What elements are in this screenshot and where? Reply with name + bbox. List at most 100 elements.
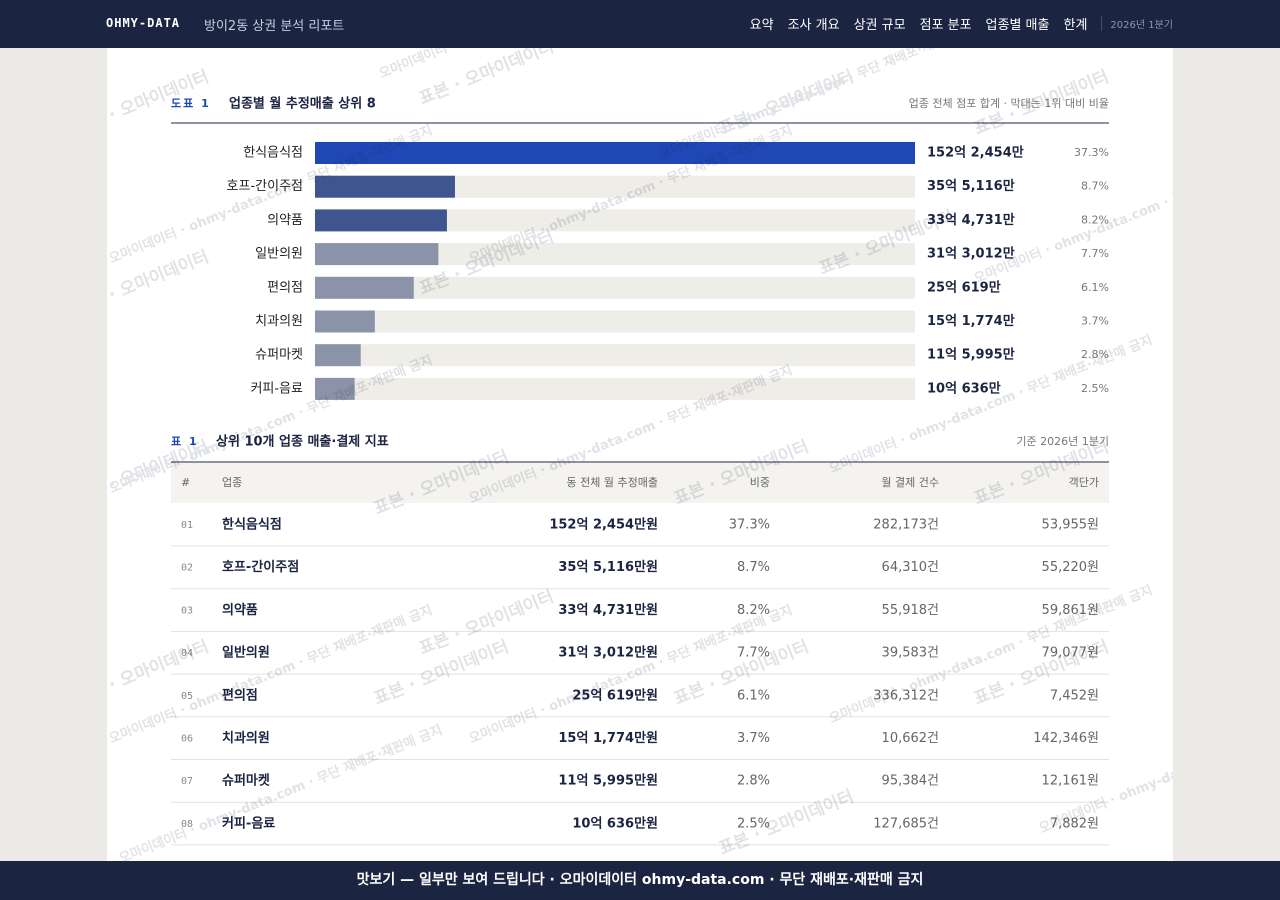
bar-track bbox=[315, 243, 915, 266]
table-cell: 의약품 bbox=[222, 602, 258, 618]
table-cell: 2.5% bbox=[737, 816, 770, 831]
nav-item[interactable]: 업종별 매출 bbox=[985, 18, 1050, 33]
bar-track bbox=[315, 209, 915, 232]
table-cell: 282,173건 bbox=[873, 518, 939, 533]
bar bbox=[315, 276, 414, 299]
bar-category: 일반의원 bbox=[255, 247, 303, 262]
table-cell: 39,583건 bbox=[882, 646, 939, 661]
column-header: 비중 bbox=[750, 476, 770, 489]
report-card: 도표 1 업종별 월 추정매출 상위 8 업종 전체 점포 합계 · 막대는 1위 … bbox=[107, 48, 1173, 861]
bar bbox=[315, 175, 455, 198]
table-cell: 01 bbox=[181, 520, 193, 531]
table-cell: 08 bbox=[181, 819, 193, 830]
table-cell: 152억 2,454만원 bbox=[549, 517, 658, 533]
column-header: 동 전체 월 추정매출 bbox=[567, 476, 658, 489]
bar-share: 8.7% bbox=[1081, 180, 1109, 193]
table-cell: 6.1% bbox=[737, 688, 770, 703]
bar-value-label: 15억 1,774만 bbox=[927, 313, 1015, 329]
brand[interactable]: OHMY-DATA bbox=[106, 16, 181, 30]
table-cell: 호프-간이주점 bbox=[222, 559, 299, 575]
chart-label: 도표 1 bbox=[171, 97, 211, 110]
table-cell: 04 bbox=[181, 648, 193, 659]
table-cell: 일반의원 bbox=[222, 645, 270, 661]
column-header: # bbox=[181, 476, 190, 489]
bar-share: 37.3% bbox=[1074, 146, 1109, 159]
watermark: 표본 · 오마이데이터 bbox=[716, 67, 856, 139]
bar bbox=[315, 344, 361, 367]
table-cell: 05 bbox=[181, 691, 193, 702]
report-title: 방이2동 상권 분석 리포트 bbox=[204, 19, 345, 34]
table-label: 표 1 bbox=[171, 435, 199, 448]
table-cell: 7,452원 bbox=[1050, 688, 1099, 703]
top-bar: OHMY-DATA 방이2동 상권 분석 리포트 요약 조사 개요 상권 규모 점포 … bbox=[0, 0, 1280, 48]
footer: 맛보기 — 일부만 보여 드립니다 · 오마이데이터 ohmy-data.com… bbox=[0, 861, 1280, 900]
bar-share: 2.8% bbox=[1081, 348, 1109, 361]
bar bbox=[315, 142, 915, 164]
bar-category: 슈퍼마켓 bbox=[255, 348, 303, 363]
table-cell: 35억 5,116만원 bbox=[558, 559, 658, 575]
bar-category: 호프-간이주점 bbox=[227, 179, 303, 194]
bar bbox=[315, 209, 447, 232]
table-cell: 31억 3,012만원 bbox=[558, 645, 658, 661]
table-cell: 53,955원 bbox=[1042, 518, 1099, 533]
bar-track bbox=[315, 310, 915, 333]
watermark: 오마이데이터 · ohmy-data.com · 무단 재배포·재판매 금지 bbox=[1037, 692, 1173, 837]
table-header-bg bbox=[171, 463, 1109, 503]
bar-value-label: 33억 4,731만 bbox=[927, 212, 1015, 228]
watermark: 표본 · 오마이데이터 bbox=[371, 637, 511, 709]
bar-track bbox=[315, 344, 915, 367]
table-cell: 10억 636만원 bbox=[572, 815, 658, 831]
table-cell: 7,882원 bbox=[1050, 816, 1099, 831]
table-cell: 3.7% bbox=[737, 731, 770, 746]
bar-category: 치과의원 bbox=[255, 314, 303, 329]
nav-item[interactable]: 조사 개요 bbox=[787, 18, 840, 33]
nav-item[interactable]: 한계 bbox=[1063, 18, 1088, 33]
column-header: 객단가 bbox=[1069, 476, 1099, 489]
table-cell: 8.7% bbox=[737, 560, 770, 575]
table-cell: 33억 4,731만원 bbox=[558, 602, 658, 618]
table-cell: 15억 1,774만원 bbox=[558, 730, 658, 746]
table-cell: 편의점 bbox=[222, 687, 258, 703]
column-header: 업종 bbox=[222, 476, 242, 489]
bar-value-label: 35억 5,116만 bbox=[927, 178, 1015, 194]
nav: 요약 조사 개요 상권 규모 점포 분포 업종별 매출 한계 2026년 1분기 bbox=[750, 14, 1173, 33]
bar-share: 3.7% bbox=[1081, 315, 1109, 328]
bar-category: 편의점 bbox=[267, 280, 303, 295]
table-note: 기준 2026년 1분기 bbox=[1016, 435, 1109, 448]
bar-share: 8.2% bbox=[1081, 213, 1109, 226]
nav-item[interactable]: 상권 규모 bbox=[853, 18, 906, 33]
table-cell: 슈퍼마켓 bbox=[222, 773, 270, 789]
table-cell: 8.2% bbox=[737, 603, 770, 618]
bar-category: 커피-음료 bbox=[250, 381, 303, 396]
nav-item[interactable]: 요약 bbox=[749, 18, 774, 33]
table-cell: 커피-음료 bbox=[222, 815, 275, 831]
chart-title: 업종별 월 추정매출 상위 8 bbox=[229, 96, 376, 112]
table-cell: 25억 619만원 bbox=[572, 687, 658, 703]
table-cell: 02 bbox=[181, 563, 193, 574]
bar-value-label: 31억 3,012만 bbox=[927, 246, 1015, 262]
watermark: 오마이데이터 · ohmy-data.com · 무단 재배포·재판매 금지 bbox=[827, 582, 1155, 727]
table-cell: 95,384건 bbox=[882, 774, 939, 789]
bar-value-label: 10억 636만 bbox=[927, 380, 1001, 396]
watermark: 표본 · 오마이데이터 bbox=[107, 637, 212, 709]
nav-item[interactable]: 점포 분포 bbox=[919, 18, 972, 33]
column-header: 월 결제 건수 bbox=[881, 476, 939, 489]
table-cell: 55,220원 bbox=[1042, 560, 1099, 575]
table-cell: 06 bbox=[181, 734, 193, 745]
table-cell: 142,346원 bbox=[1033, 731, 1099, 746]
bar bbox=[315, 310, 375, 333]
chart-note: 업종 전체 점포 합계 · 막대는 1위 대비 비율 bbox=[909, 97, 1109, 110]
bar-value-label: 152억 2,454만 bbox=[927, 145, 1024, 161]
table-cell: 2.8% bbox=[737, 774, 770, 789]
period: 2026년 1분기 bbox=[1101, 16, 1173, 31]
table-cell: 한식음식점 bbox=[222, 517, 282, 533]
bar-track bbox=[315, 276, 915, 299]
watermark: 표본 · 오마이데이터 bbox=[416, 587, 556, 659]
bar bbox=[315, 377, 355, 400]
table-cell: 79,077원 bbox=[1042, 646, 1099, 661]
bar-share: 6.1% bbox=[1081, 281, 1109, 294]
table-cell: 11억 5,995만원 bbox=[558, 773, 658, 789]
watermark: 표본 · 오마이데이터 bbox=[416, 48, 556, 109]
table-cell: 59,861원 bbox=[1042, 603, 1099, 618]
